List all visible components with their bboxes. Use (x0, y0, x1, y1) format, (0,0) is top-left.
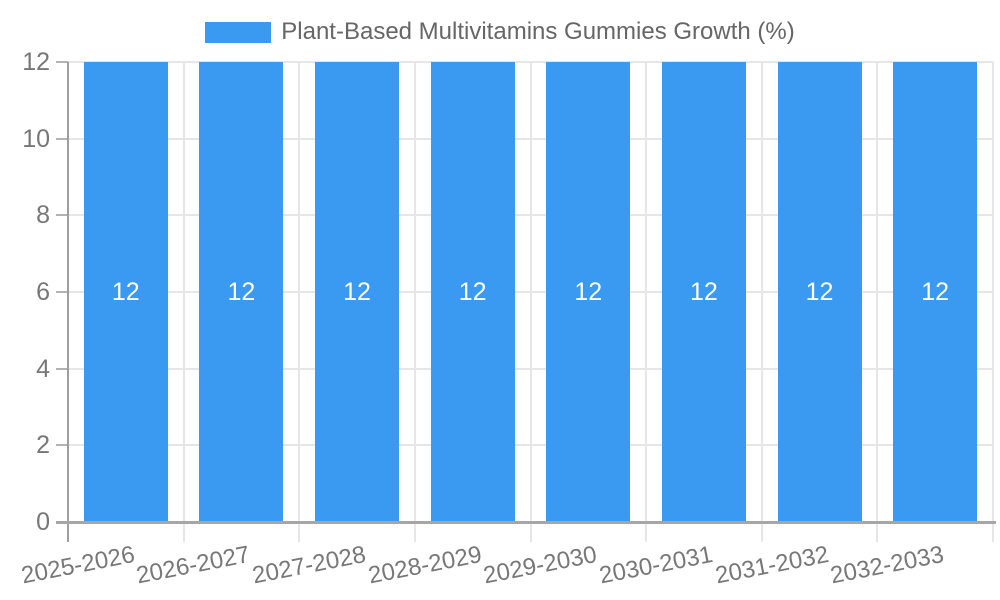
x-tick-mark (413, 522, 416, 542)
y-tick-label: 12 (22, 48, 50, 76)
x-tick-mark (760, 522, 763, 542)
legend-label: Plant-Based Multivitamins Gummies Growth… (281, 18, 795, 45)
plot-area: 0 2 4 6 8 10 12 12 2025-2026 12 2026-2027 12 2027-20… (19, 48, 996, 589)
grid-line-x (413, 62, 416, 522)
x-tick-mark (876, 522, 879, 542)
y-tick-mark (56, 367, 68, 370)
legend[interactable]: Plant-Based Multivitamins Gummies Growth… (0, 19, 1000, 45)
x-tick-mark (182, 522, 185, 542)
bar[interactable]: 12 (546, 62, 631, 522)
y-tick-mark (56, 61, 68, 63)
grid-line-x (298, 62, 301, 522)
y-tick-label: 4 (36, 354, 50, 383)
bar-value-label: 12 (921, 277, 950, 306)
bar[interactable]: 12 (315, 62, 400, 522)
bar[interactable]: 12 (661, 62, 746, 522)
y-tick-label: 10 (22, 124, 50, 153)
bar-value-label: 12 (111, 277, 140, 306)
legend-swatch (205, 21, 272, 43)
x-tick-mark (645, 522, 648, 542)
bar-value-label: 12 (227, 277, 256, 306)
x-tick-mark (298, 522, 301, 542)
grid-line-x (182, 62, 185, 522)
bar-value-label: 12 (574, 277, 603, 306)
y-tick-mark (56, 291, 68, 293)
y-tick-label: 8 (36, 201, 50, 230)
x-axis-line (56, 521, 996, 524)
bar[interactable]: 12 (430, 62, 515, 522)
y-axis-line (67, 62, 69, 542)
grid-line-x (760, 62, 763, 522)
y-tick-label: 2 (36, 431, 50, 460)
bar-value-label: 12 (343, 277, 371, 306)
y-tick-mark (56, 444, 68, 447)
grid-line-x (529, 62, 532, 522)
bar-value-label: 12 (458, 277, 487, 306)
y-tick-label: 0 (36, 508, 50, 536)
bar-value-label: 12 (805, 277, 834, 306)
bar[interactable]: 12 (777, 62, 862, 522)
y-tick-label: 6 (36, 278, 50, 306)
bar[interactable]: 12 (893, 62, 978, 522)
x-tick-mark (992, 522, 994, 542)
bar[interactable]: 12 (199, 62, 284, 522)
y-tick-mark (56, 214, 68, 217)
y-tick-mark (56, 137, 68, 140)
grid-line-x (645, 62, 648, 522)
grid-line-x (992, 62, 994, 522)
x-tick-mark (529, 522, 532, 542)
bar[interactable]: 12 (83, 62, 168, 522)
bar-value-label: 12 (690, 277, 718, 306)
grid-line-x (876, 62, 879, 522)
